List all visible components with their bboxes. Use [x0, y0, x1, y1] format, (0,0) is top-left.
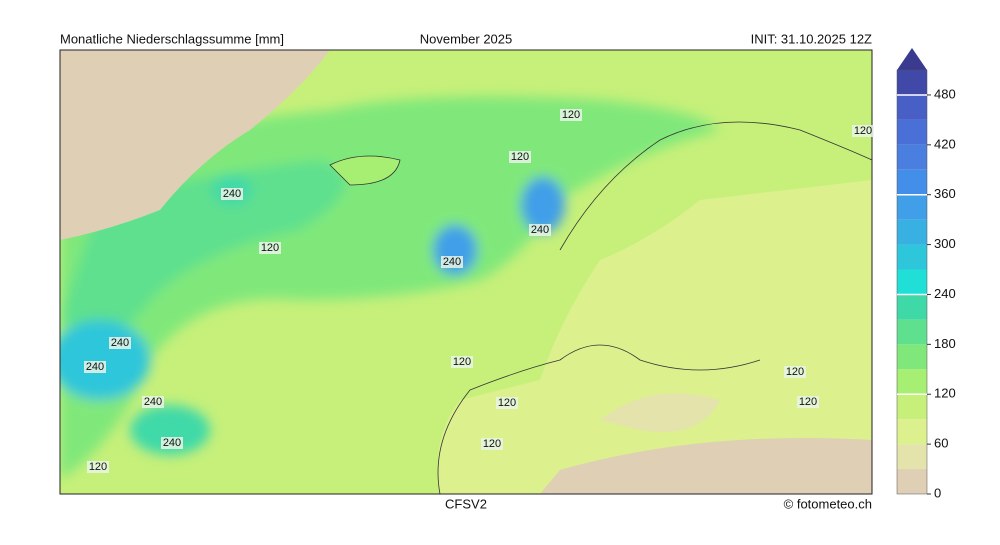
colorbar-bin	[897, 294, 927, 320]
colorbar-bin	[897, 70, 927, 95]
contour-label: 120	[799, 396, 817, 408]
contour-label-bg	[161, 437, 183, 449]
contour-label-bg	[87, 461, 109, 473]
contour-label: 120	[786, 366, 804, 378]
contour-label-bg	[451, 356, 473, 368]
colorbar-tick-label: 60	[934, 436, 948, 451]
colorbar-tick-label: 480	[934, 86, 956, 101]
contour-label: 240	[223, 188, 241, 200]
colorbar-tick-label: 300	[934, 236, 956, 251]
contour-label: 120	[498, 397, 516, 409]
title: Monatliche Niederschlagssumme [mm]	[60, 31, 284, 46]
colorbar-bin	[897, 119, 927, 145]
contour-label: 120	[483, 438, 501, 450]
coastline	[437, 344, 761, 494]
colorbar-tick-label: 0	[934, 485, 941, 500]
land-dry	[600, 393, 720, 432]
map-frame	[59, 49, 873, 495]
contour-label-bg	[852, 125, 874, 137]
colorbar-bin	[897, 169, 927, 195]
colorbar-bin	[897, 144, 927, 170]
period: November 2025	[420, 31, 513, 46]
colorbar-bin	[897, 194, 927, 220]
colorbar-bin	[897, 394, 927, 420]
contour-label: 240	[86, 361, 104, 373]
contour-label-bg	[259, 242, 281, 254]
colorbar-bin	[897, 469, 927, 494]
colorbar-bin	[897, 219, 927, 245]
contour-label-bg	[797, 396, 819, 408]
init: INIT: 31.10.2025 12Z	[751, 31, 872, 46]
colorbar-tick-label: 360	[934, 186, 956, 201]
colorbar-bin	[897, 444, 927, 470]
credit: © fotometeo.ch	[784, 496, 872, 511]
colorbar-tick-label: 180	[934, 336, 956, 351]
land-africa	[540, 438, 872, 494]
contour-label-bg	[481, 438, 503, 450]
land-europe	[437, 180, 872, 494]
colorbar-bin	[897, 419, 927, 445]
colorbar-bin	[897, 344, 927, 370]
map	[60, 50, 872, 494]
colorbar-bin	[897, 244, 927, 270]
coastline	[559, 121, 872, 251]
contour-label-bg	[221, 188, 243, 200]
iceland	[329, 155, 401, 186]
colorbar-tick-label: 240	[934, 286, 956, 301]
colorbar-extension	[897, 48, 927, 70]
contour-label-bg	[560, 109, 582, 121]
contour-label: 240	[144, 396, 162, 408]
contour-label: 120	[89, 461, 107, 473]
contour-label-bg	[496, 397, 518, 409]
colorbar-bin	[897, 269, 927, 295]
contour-label-bg	[529, 224, 551, 236]
contour-label-bg	[509, 151, 531, 163]
contour-label: 240	[163, 437, 181, 449]
model: CFSV2	[445, 496, 487, 511]
colorbar-frame	[896, 69, 928, 495]
contour-label-bg	[784, 366, 806, 378]
colorbar-bin	[897, 369, 927, 395]
land-greenland	[60, 50, 330, 240]
contour-label: 240	[531, 224, 549, 236]
contour-label-bg	[142, 396, 164, 408]
contour-label: 240	[443, 256, 461, 268]
contour-label: 120	[854, 125, 872, 137]
colorbar-bin	[897, 319, 927, 345]
contour-label-bg	[441, 256, 463, 268]
colorbar-bin	[897, 94, 927, 120]
contour-label: 240	[111, 337, 129, 349]
colorbar-tick-label: 420	[934, 136, 956, 151]
contour-label-bg	[84, 361, 106, 373]
contour-label: 120	[453, 356, 471, 368]
contour-label: 120	[511, 151, 529, 163]
contour-label: 120	[562, 109, 580, 121]
contour-label-bg	[109, 337, 131, 349]
colorbar-tick-label: 120	[934, 386, 956, 401]
contour-label: 120	[261, 242, 279, 254]
